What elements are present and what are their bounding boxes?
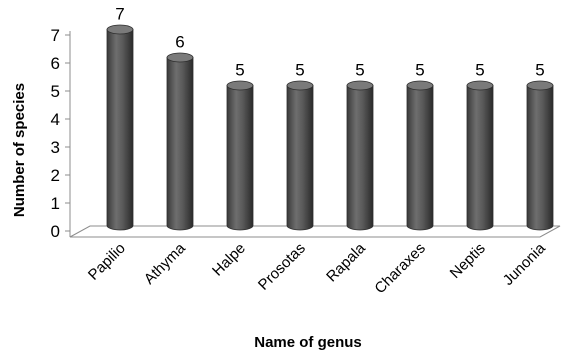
y-tick-label: 0 xyxy=(51,222,60,241)
x-tick-label: Neptis xyxy=(447,240,489,282)
bar-top xyxy=(286,80,314,91)
x-tick-label: Halpe xyxy=(209,240,249,280)
y-tick-label: 1 xyxy=(51,194,60,213)
y-axis-title: Number of species xyxy=(11,83,28,217)
x-tick-label: Junonia xyxy=(500,239,550,289)
bar-body xyxy=(346,85,374,231)
bar xyxy=(526,80,554,231)
data-label: 5 xyxy=(415,61,424,80)
bar-body xyxy=(286,85,314,231)
data-label: 5 xyxy=(355,61,364,80)
x-tick-label: Papilio xyxy=(85,240,129,284)
y-tick-label: 7 xyxy=(51,26,60,45)
data-label: 5 xyxy=(475,61,484,80)
bar xyxy=(346,80,374,231)
data-label: 5 xyxy=(295,61,304,80)
bar-body xyxy=(466,85,494,231)
data-label: 5 xyxy=(235,61,244,80)
y-tick-label: 4 xyxy=(51,110,60,129)
bar xyxy=(286,80,314,231)
bar xyxy=(406,80,434,231)
x-tick-label: Charaxes xyxy=(371,240,428,297)
bar-top xyxy=(526,80,554,91)
bar-top xyxy=(226,80,254,91)
bar-top xyxy=(466,80,494,91)
x-axis-title: Name of genus xyxy=(254,334,362,351)
y-tick-label: 6 xyxy=(51,54,60,73)
data-label: 7 xyxy=(115,5,124,24)
x-tick-label: Athyma xyxy=(141,239,189,287)
bar-body xyxy=(406,85,434,231)
bar xyxy=(226,80,254,231)
bar-top xyxy=(406,80,434,91)
chart-floor xyxy=(69,225,561,238)
bar-body xyxy=(106,29,134,231)
data-label: 6 xyxy=(175,33,184,52)
x-tick-label: Prosotas xyxy=(255,240,309,294)
bar-top xyxy=(166,52,194,63)
y-tick-label: 2 xyxy=(51,166,60,185)
bar-top xyxy=(106,24,134,35)
bar xyxy=(106,24,134,231)
bar xyxy=(166,52,194,231)
data-label: 5 xyxy=(535,61,544,80)
bar xyxy=(466,80,494,231)
x-tick-label: Rapala xyxy=(323,239,369,285)
bar-top xyxy=(346,80,374,91)
y-tick-label: 5 xyxy=(51,82,60,101)
y-tick-label: 3 xyxy=(51,138,60,157)
bar-body xyxy=(526,85,554,231)
bar-body xyxy=(166,57,194,231)
bar-body xyxy=(226,85,254,231)
